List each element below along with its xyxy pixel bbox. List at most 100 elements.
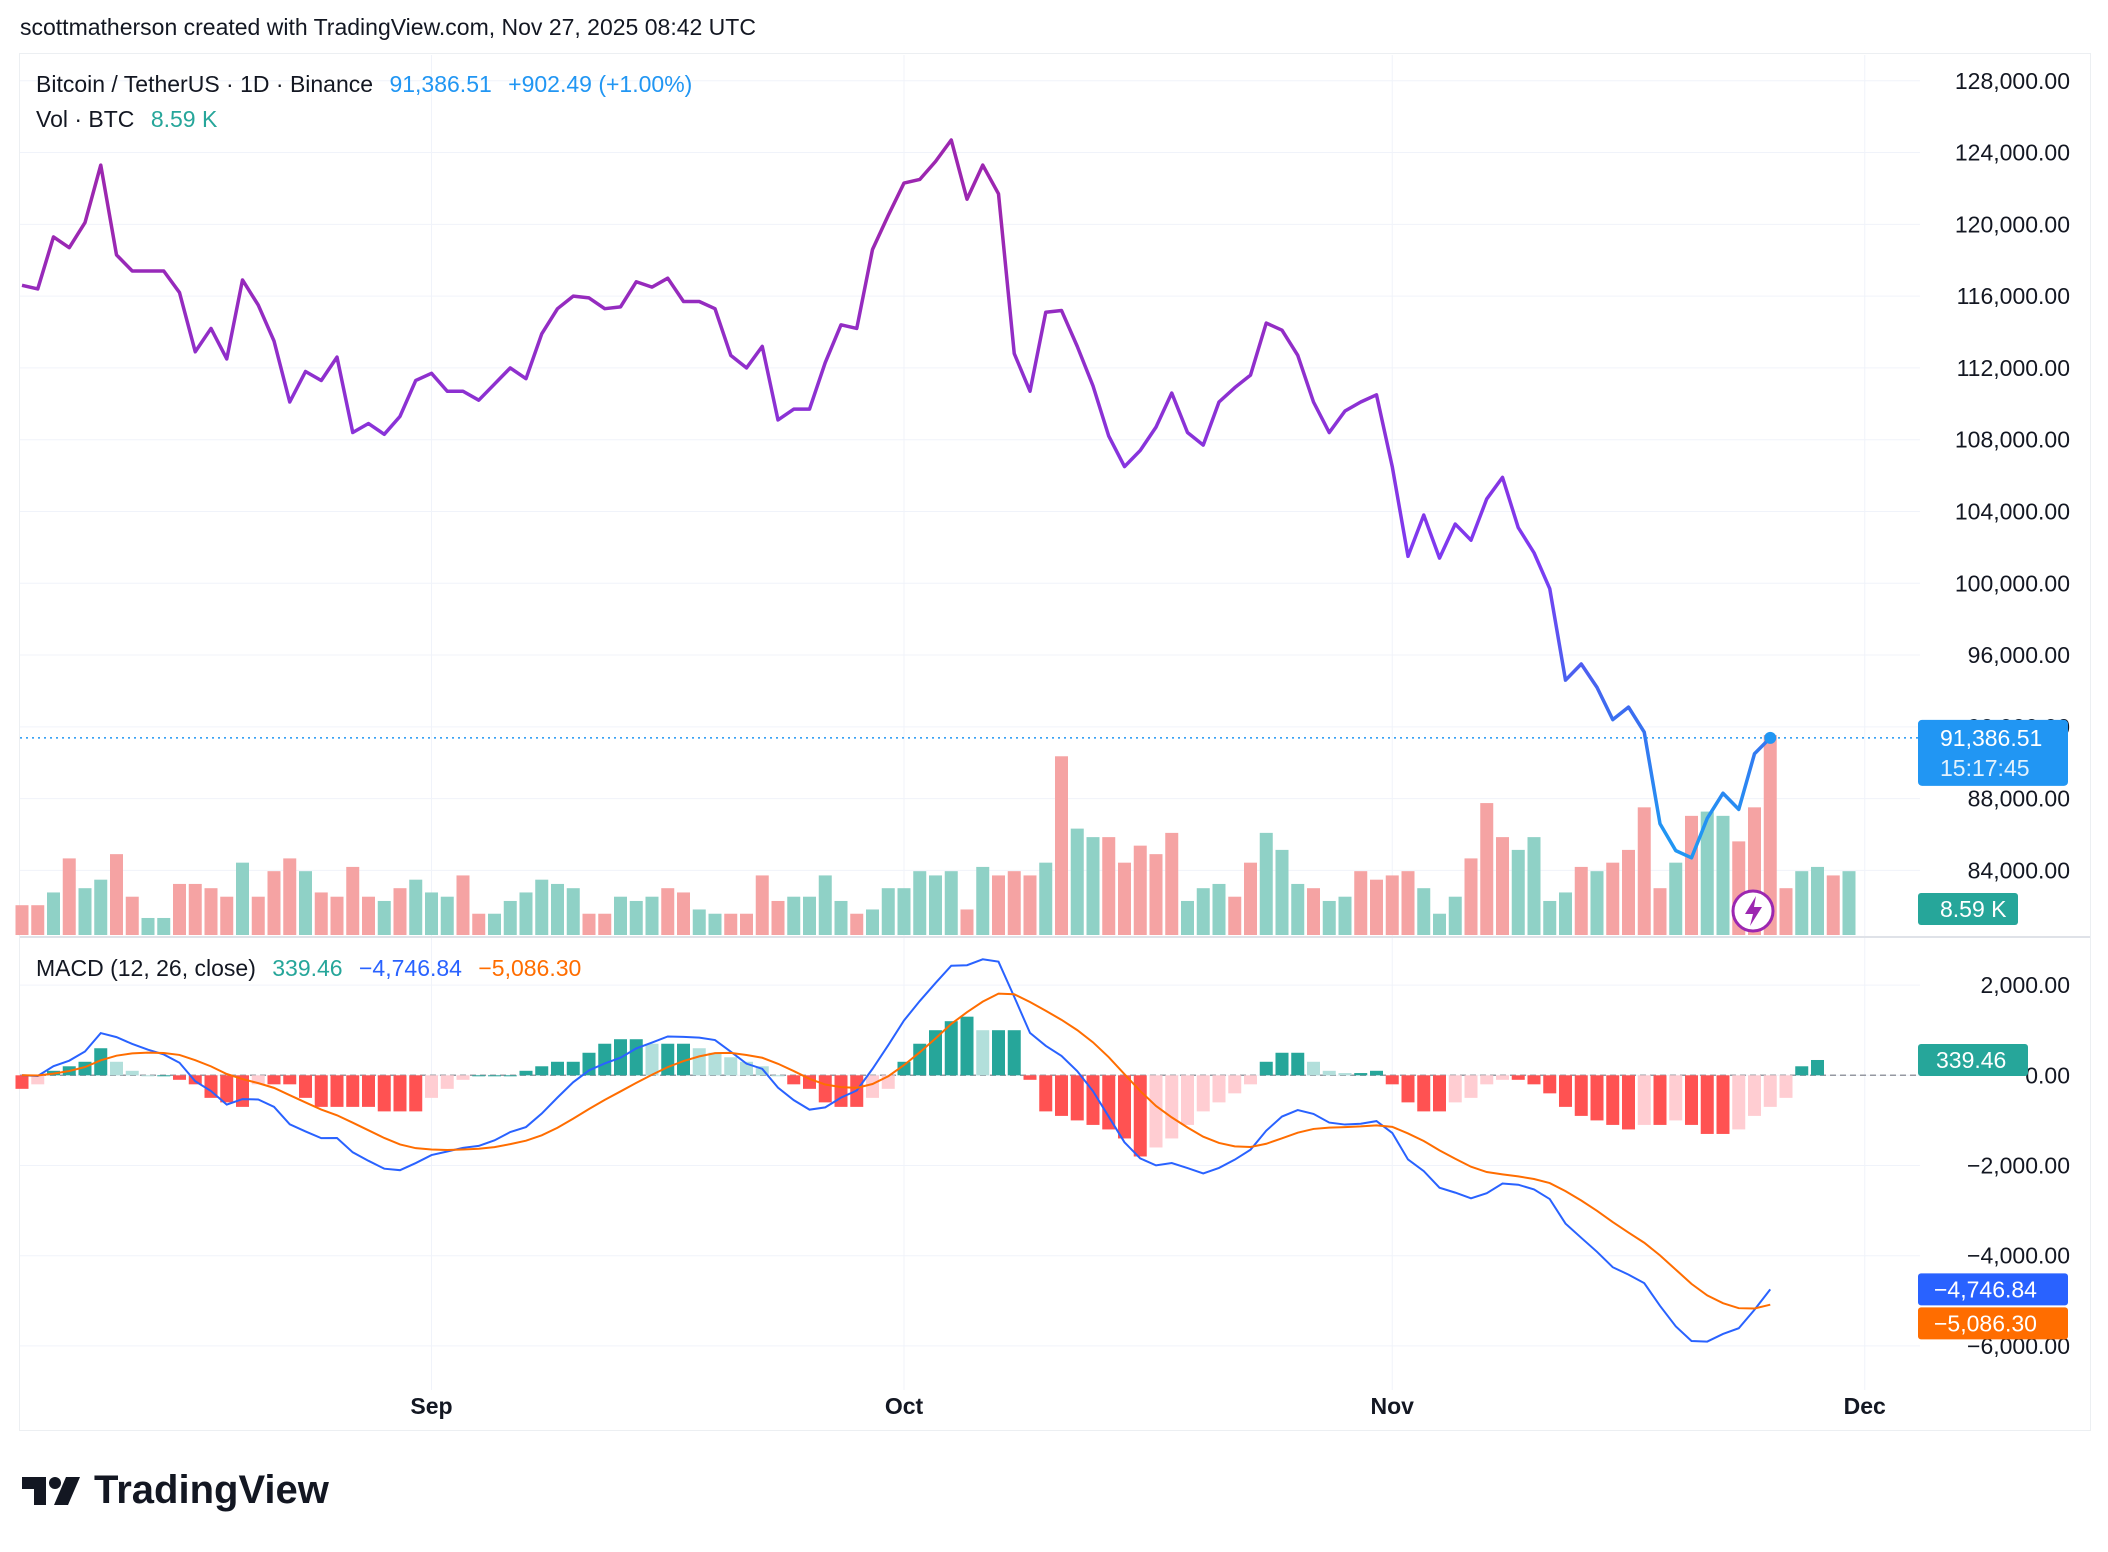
macd-histogram-bar (992, 1030, 1005, 1076)
macd-histogram-bar (960, 1016, 974, 1076)
macd-histogram-bar (692, 1048, 706, 1076)
macd-histogram-bar (1228, 1075, 1242, 1094)
macd-histogram-bar (976, 1030, 990, 1076)
volume-bar (503, 900, 517, 935)
volume-bar (425, 892, 438, 935)
volume-bar (803, 896, 816, 935)
macd-histogram-bar (519, 1070, 533, 1076)
volume-bar (1212, 883, 1226, 935)
macd-histogram-bar (1417, 1075, 1431, 1112)
macd-histogram-bar (535, 1066, 549, 1076)
macd-histogram-bar (1637, 1075, 1651, 1125)
volume-bar (236, 862, 249, 935)
macd-histogram-bar (456, 1075, 470, 1080)
macd-histogram-bar (1433, 1075, 1446, 1112)
volume-badge (1918, 893, 2018, 925)
macd-histogram-bar (1590, 1075, 1604, 1121)
volume-bar (488, 913, 501, 935)
volume-bar (629, 900, 643, 935)
macd-histogram-bar (173, 1075, 186, 1080)
volume-bar (1574, 866, 1588, 935)
macd-signal-value: −5,086.30 (478, 955, 582, 981)
macd-histogram-bar (1606, 1075, 1620, 1125)
macd-histogram-bar (724, 1057, 738, 1076)
volume-bar (1622, 849, 1635, 935)
macd-histogram-bar (1354, 1073, 1368, 1076)
volume-bar (1133, 845, 1147, 935)
macd-histogram-bar (362, 1075, 375, 1107)
macd-histogram-bar (204, 1075, 218, 1098)
volume-bar (1291, 883, 1305, 935)
macd-histogram-bar (1795, 1066, 1809, 1076)
last-price-marker (1764, 731, 1777, 744)
macd-histogram-bar (1653, 1075, 1667, 1125)
macd-histogram-bar (488, 1075, 501, 1077)
macd-histogram-bar (1102, 1075, 1116, 1130)
macd-line-value: −4,746.84 (359, 955, 462, 981)
macd-signal-badge (1918, 1307, 2068, 1340)
price-axis-tick: 96,000.00 (1968, 642, 2070, 668)
macd-histogram-bar (1133, 1075, 1147, 1157)
signal-line[interactable] (21, 992, 1771, 1310)
macd-histogram-bar (314, 1075, 328, 1107)
volume-bar (1590, 871, 1604, 935)
macd-histogram-bar (220, 1075, 234, 1103)
volume-bar (299, 871, 312, 935)
macd-histogram-bar (1165, 1075, 1179, 1139)
price-axis-tick: 128,000.00 (1955, 68, 2070, 94)
volume-bar (1102, 837, 1116, 935)
volume-bar (393, 888, 407, 935)
volume-bar (1322, 900, 1336, 935)
volume-bar (755, 875, 769, 935)
price-axis-tick: 88,000.00 (1968, 786, 2070, 812)
volume-bar (1669, 862, 1683, 935)
macd-histogram-bar (897, 1061, 911, 1076)
volume-bar (283, 858, 297, 935)
volume-bar (409, 879, 423, 935)
tradingview-logo[interactable]: TradingView (22, 1468, 329, 1513)
price-axis-tick: 84,000.00 (1968, 857, 2070, 883)
macd-axis-tick: 0.00 (2025, 1062, 2070, 1088)
macd-histogram-bar (1307, 1061, 1320, 1076)
volume-bar (614, 896, 627, 935)
macd-histogram-bar (1259, 1061, 1273, 1076)
volume-bar (1338, 896, 1352, 935)
volume-bar (440, 896, 454, 935)
macd-histogram-bar (566, 1061, 580, 1076)
volume-bar (1433, 913, 1446, 935)
chart-frame (19, 53, 2091, 1431)
volume-bar (582, 913, 596, 935)
macd-histogram-bar (1779, 1075, 1793, 1098)
macd-histogram-bar (1716, 1075, 1730, 1134)
volume-bar (31, 905, 45, 935)
volume-bar (692, 909, 706, 935)
macd-line[interactable] (21, 958, 1772, 1343)
macd-histogram-bar (157, 1075, 171, 1077)
symbol-legend[interactable]: Bitcoin / TetherUS · 1D · Binance 91,386… (36, 71, 702, 98)
macd-histogram-bar (1480, 1075, 1494, 1085)
macd-histogram-bar (1559, 1075, 1572, 1107)
macd-histogram-bar (1007, 1030, 1021, 1076)
macd-hist-badge (1918, 1043, 2028, 1076)
macd-histogram-bar (787, 1075, 801, 1085)
macd-histogram-bar (110, 1061, 123, 1076)
volume-bar (125, 896, 139, 935)
macd-histogram-bar (377, 1075, 391, 1112)
volume-bar (897, 888, 911, 935)
macd-legend[interactable]: MACD (12, 26, close) 339.46 −4,746.84 −5… (36, 955, 591, 982)
volume-bar (1118, 862, 1131, 935)
volume-legend[interactable]: Vol · BTC 8.59 K (36, 106, 227, 133)
volume-bar (1275, 849, 1289, 935)
price-line[interactable] (21, 138, 1772, 860)
volume-bar (677, 892, 690, 935)
macd-label: MACD (12, 26, close) (36, 955, 256, 981)
volume-bar (1763, 735, 1777, 935)
volume-bar (1795, 871, 1809, 935)
volume-bar (1511, 849, 1525, 935)
volume-bar (1259, 832, 1273, 935)
chart-credit: scottmatherson created with TradingView.… (20, 14, 756, 40)
macd-axis-tick: −4,000.00 (1967, 1243, 2070, 1269)
macd-histogram-bar (1527, 1075, 1541, 1085)
volume-bar (834, 900, 848, 935)
